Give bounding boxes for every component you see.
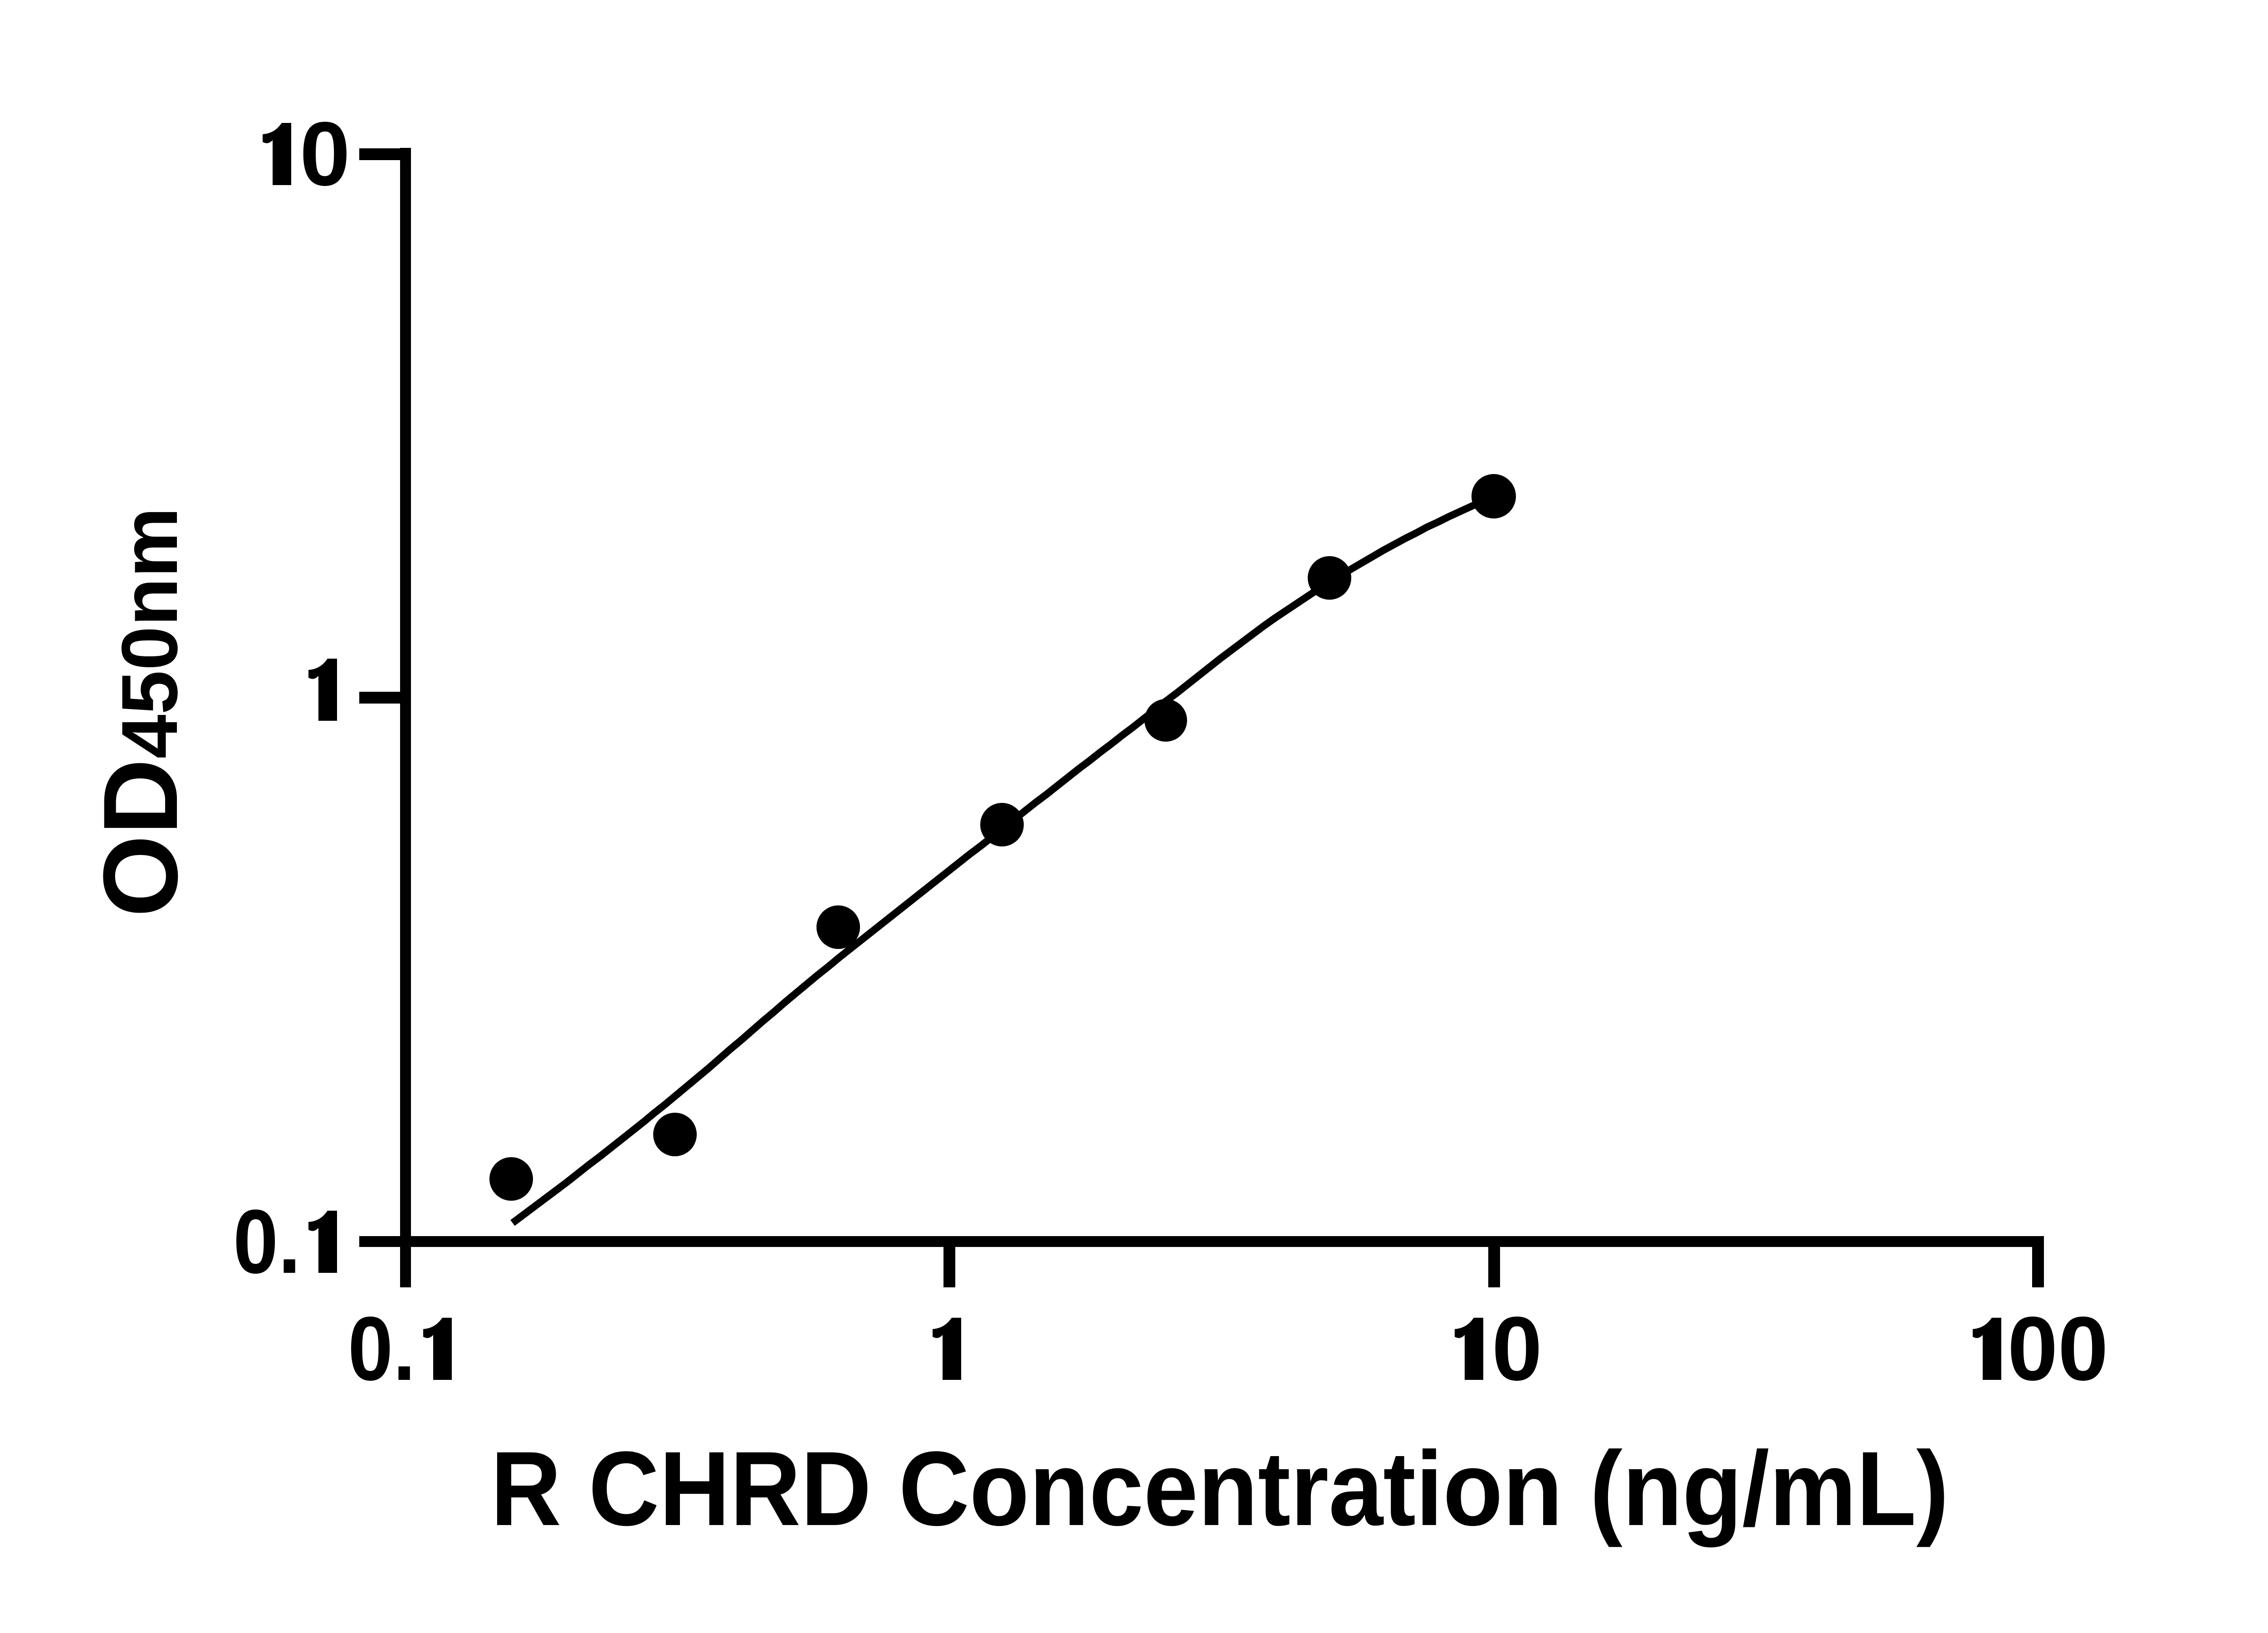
svg-text:0.: 0. xyxy=(348,1298,415,1399)
svg-text:0: 0 xyxy=(300,103,350,205)
svg-text:OD450nm: OD450nm xyxy=(82,507,200,917)
svg-text:R CHRD Concentration (ng/mL): R CHRD Concentration (ng/mL) xyxy=(491,1430,1949,1548)
svg-text:00: 00 xyxy=(2008,1298,2108,1399)
svg-text:0.: 0. xyxy=(233,1191,301,1292)
svg-text:0: 0 xyxy=(1492,1298,1542,1399)
